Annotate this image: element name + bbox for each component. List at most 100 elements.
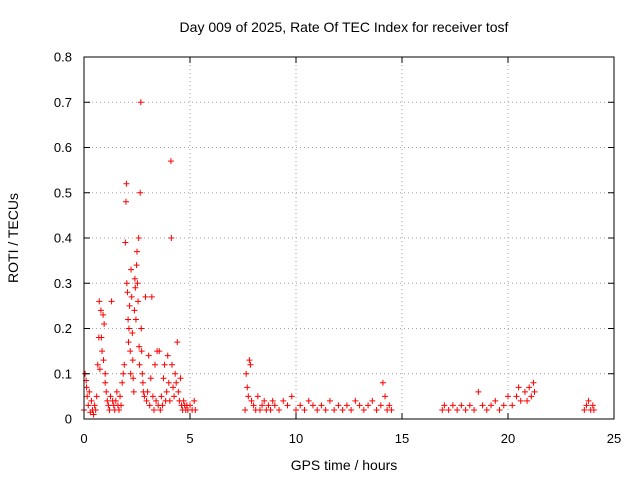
data-point bbox=[147, 375, 154, 382]
data-point bbox=[352, 397, 359, 404]
data-point bbox=[104, 397, 111, 404]
data-point bbox=[128, 266, 135, 273]
data-point bbox=[466, 402, 473, 409]
data-point bbox=[119, 379, 126, 386]
data-point bbox=[91, 402, 98, 409]
data-point bbox=[168, 235, 175, 241]
data-point bbox=[121, 361, 128, 368]
y-tick-label: 0.5 bbox=[54, 185, 72, 200]
data-point bbox=[123, 180, 130, 187]
data-point bbox=[254, 393, 261, 400]
data-point bbox=[517, 397, 524, 404]
data-point bbox=[131, 275, 138, 282]
data-point bbox=[106, 406, 113, 413]
data-point bbox=[530, 379, 537, 386]
data-point bbox=[297, 402, 304, 409]
data-point bbox=[271, 402, 278, 409]
data-point bbox=[158, 393, 165, 400]
data-point bbox=[161, 361, 168, 368]
data-point bbox=[244, 384, 251, 391]
data-point bbox=[118, 402, 125, 409]
data-point bbox=[301, 406, 308, 413]
y-tick-label: 0.8 bbox=[54, 50, 72, 65]
x-tick-label: 25 bbox=[607, 431, 621, 446]
data-point bbox=[261, 397, 268, 404]
data-point bbox=[96, 366, 103, 373]
data-point bbox=[369, 397, 376, 404]
data-point bbox=[326, 397, 333, 404]
data-point bbox=[454, 406, 461, 413]
data-point bbox=[288, 393, 295, 400]
data-point bbox=[174, 339, 181, 346]
data-point bbox=[388, 406, 395, 413]
data-point bbox=[101, 320, 108, 327]
y-tick-label: 0.4 bbox=[54, 231, 72, 246]
data-point bbox=[360, 406, 367, 413]
data-point bbox=[373, 406, 380, 413]
data-point bbox=[100, 311, 107, 318]
data-point bbox=[135, 235, 142, 241]
data-point bbox=[138, 348, 145, 355]
data-point bbox=[133, 262, 140, 269]
data-point bbox=[248, 397, 255, 404]
data-point bbox=[126, 302, 133, 309]
grid-layer bbox=[84, 57, 614, 419]
data-point bbox=[528, 393, 535, 400]
y-axis-label: ROTI / TECUs bbox=[5, 193, 21, 283]
data-point bbox=[318, 402, 325, 409]
data-point bbox=[146, 402, 153, 409]
data-point bbox=[125, 316, 132, 323]
data-point bbox=[92, 406, 99, 413]
data-point bbox=[156, 348, 163, 355]
data-point bbox=[382, 393, 389, 400]
data-point bbox=[129, 330, 136, 337]
data-point bbox=[492, 397, 499, 404]
data-point bbox=[479, 402, 486, 409]
data-point bbox=[88, 397, 95, 404]
data-point bbox=[166, 397, 173, 404]
data-point bbox=[137, 189, 144, 196]
data-point bbox=[449, 402, 456, 409]
data-point bbox=[496, 406, 503, 413]
data-point bbox=[122, 198, 129, 205]
data-point bbox=[164, 352, 171, 359]
data-point bbox=[348, 406, 355, 413]
data-point bbox=[192, 406, 199, 413]
y-tick-label: 0.6 bbox=[54, 140, 72, 155]
data-point bbox=[583, 402, 590, 409]
data-point bbox=[172, 370, 179, 377]
data-point bbox=[335, 402, 342, 409]
data-point bbox=[187, 402, 193, 409]
data-point bbox=[163, 388, 170, 395]
data-point bbox=[112, 397, 119, 404]
data-point bbox=[99, 348, 106, 355]
data-point bbox=[247, 361, 254, 368]
data-point bbox=[139, 370, 146, 377]
data-point bbox=[524, 397, 531, 404]
data-point bbox=[180, 397, 187, 404]
data-point bbox=[483, 406, 490, 413]
data-point bbox=[153, 397, 160, 404]
data-point bbox=[500, 402, 507, 409]
data-point bbox=[168, 361, 175, 368]
data-point bbox=[83, 384, 90, 391]
data-point bbox=[132, 316, 139, 323]
data-point bbox=[173, 379, 180, 386]
chart-title: Day 009 of 2025, Rate Of TEC Index for r… bbox=[180, 19, 509, 35]
data-point bbox=[305, 397, 312, 404]
data-point bbox=[445, 406, 452, 413]
data-point bbox=[123, 280, 130, 287]
data-point bbox=[343, 402, 350, 409]
data-point bbox=[265, 402, 272, 409]
data-point bbox=[314, 406, 321, 413]
data-point bbox=[379, 379, 386, 386]
data-point bbox=[377, 402, 384, 409]
data-point bbox=[117, 393, 124, 400]
data-point bbox=[105, 402, 112, 409]
data-point bbox=[243, 370, 250, 377]
data-point bbox=[462, 406, 469, 413]
y-tick-label: 0.3 bbox=[54, 276, 72, 291]
data-point bbox=[122, 239, 129, 246]
data-point bbox=[256, 406, 263, 413]
